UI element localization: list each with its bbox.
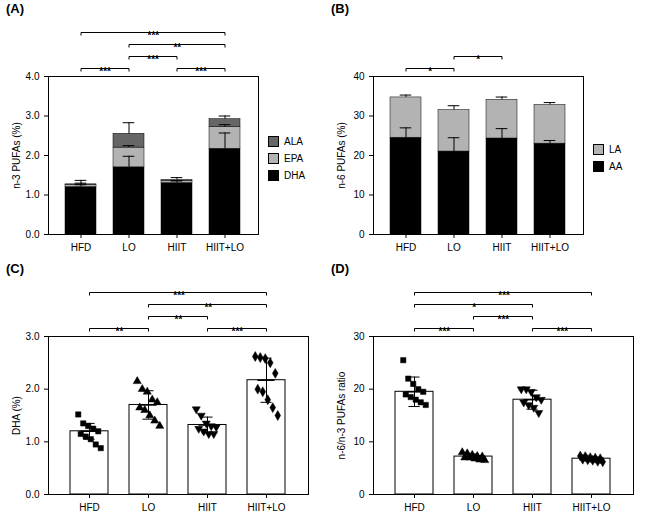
html-text:AA: AA: [609, 161, 623, 172]
svg-text:*: *: [428, 66, 432, 77]
svg-text:***: ***: [173, 290, 185, 301]
html-text:LA: LA: [609, 144, 622, 155]
html-text:(C): (C): [6, 261, 24, 276]
svg-text:20: 20: [353, 383, 365, 394]
svg-text:n-3 PUFAs (%): n-3 PUFAs (%): [11, 122, 22, 189]
svg-text:HIIT: HIIT: [168, 242, 187, 253]
svg-text:LO: LO: [447, 242, 461, 253]
svg-text:***: ***: [195, 66, 207, 77]
svg-text:HIIT: HIIT: [198, 502, 217, 513]
svg-text:30: 30: [353, 331, 365, 342]
svg-text:***: ***: [147, 54, 159, 65]
html-text:(A): (A): [6, 1, 24, 16]
html-text:ALA: ALA: [284, 135, 303, 147]
svg-text:0.0: 0.0: [26, 489, 40, 500]
svg-text:HIIT+LO: HIIT+LO: [531, 242, 569, 253]
svg-text:1.0: 1.0: [26, 189, 40, 200]
html-text:(D): (D): [331, 261, 349, 276]
svg-text:DHA (%): DHA (%): [11, 396, 22, 435]
svg-text:0: 0: [359, 229, 365, 240]
svg-text:*: *: [476, 54, 480, 65]
svg-text:HIIT+LO: HIIT+LO: [247, 502, 285, 513]
svg-text:HFD: HFD: [71, 242, 92, 253]
svg-text:***: ***: [439, 326, 451, 337]
html-text:EPA: EPA: [284, 152, 304, 164]
svg-text:LO: LO: [467, 502, 481, 513]
svg-text:***: ***: [99, 66, 111, 77]
svg-text:***: ***: [148, 30, 160, 41]
svg-text:30: 30: [353, 110, 365, 121]
svg-text:20: 20: [353, 150, 365, 161]
svg-text:2.0: 2.0: [26, 150, 40, 161]
html-text:DHA: DHA: [284, 169, 306, 181]
svg-text:n-6 PUFAs (%): n-6 PUFAs (%): [336, 122, 347, 189]
svg-text:LO: LO: [122, 242, 136, 253]
svg-text:***: ***: [232, 326, 244, 337]
svg-text:**: **: [204, 302, 212, 313]
svg-text:*: *: [472, 302, 476, 313]
svg-text:0: 0: [359, 489, 365, 500]
svg-text:HFD: HFD: [79, 502, 100, 513]
svg-text:***: ***: [498, 314, 510, 325]
svg-text:**: **: [174, 314, 182, 325]
svg-text:HIIT+LO: HIIT+LO: [206, 242, 244, 253]
svg-text:HIIT+LO: HIIT+LO: [572, 502, 610, 513]
svg-text:10: 10: [353, 436, 365, 447]
svg-text:HIIT: HIIT: [493, 242, 512, 253]
svg-text:0.0: 0.0: [26, 229, 40, 240]
svg-text:LO: LO: [142, 502, 156, 513]
svg-text:**: **: [115, 326, 123, 337]
svg-text:**: **: [173, 42, 181, 53]
svg-text:3.0: 3.0: [26, 110, 40, 121]
svg-text:2.0: 2.0: [26, 383, 40, 394]
svg-text:***: ***: [498, 290, 510, 301]
svg-text:***: ***: [557, 326, 569, 337]
svg-text:4.0: 4.0: [26, 71, 40, 82]
svg-text:HFD: HFD: [404, 502, 425, 513]
svg-text:10: 10: [353, 189, 365, 200]
svg-text:40: 40: [353, 71, 365, 82]
svg-text:1.0: 1.0: [26, 436, 40, 447]
svg-text:HFD: HFD: [396, 242, 417, 253]
svg-text:3.0: 3.0: [26, 331, 40, 342]
svg-text:n-6/n-3 PUFAs ratio: n-6/n-3 PUFAs ratio: [336, 371, 347, 459]
html-text:(B): (B): [331, 1, 349, 16]
svg-text:HIIT: HIIT: [523, 502, 542, 513]
